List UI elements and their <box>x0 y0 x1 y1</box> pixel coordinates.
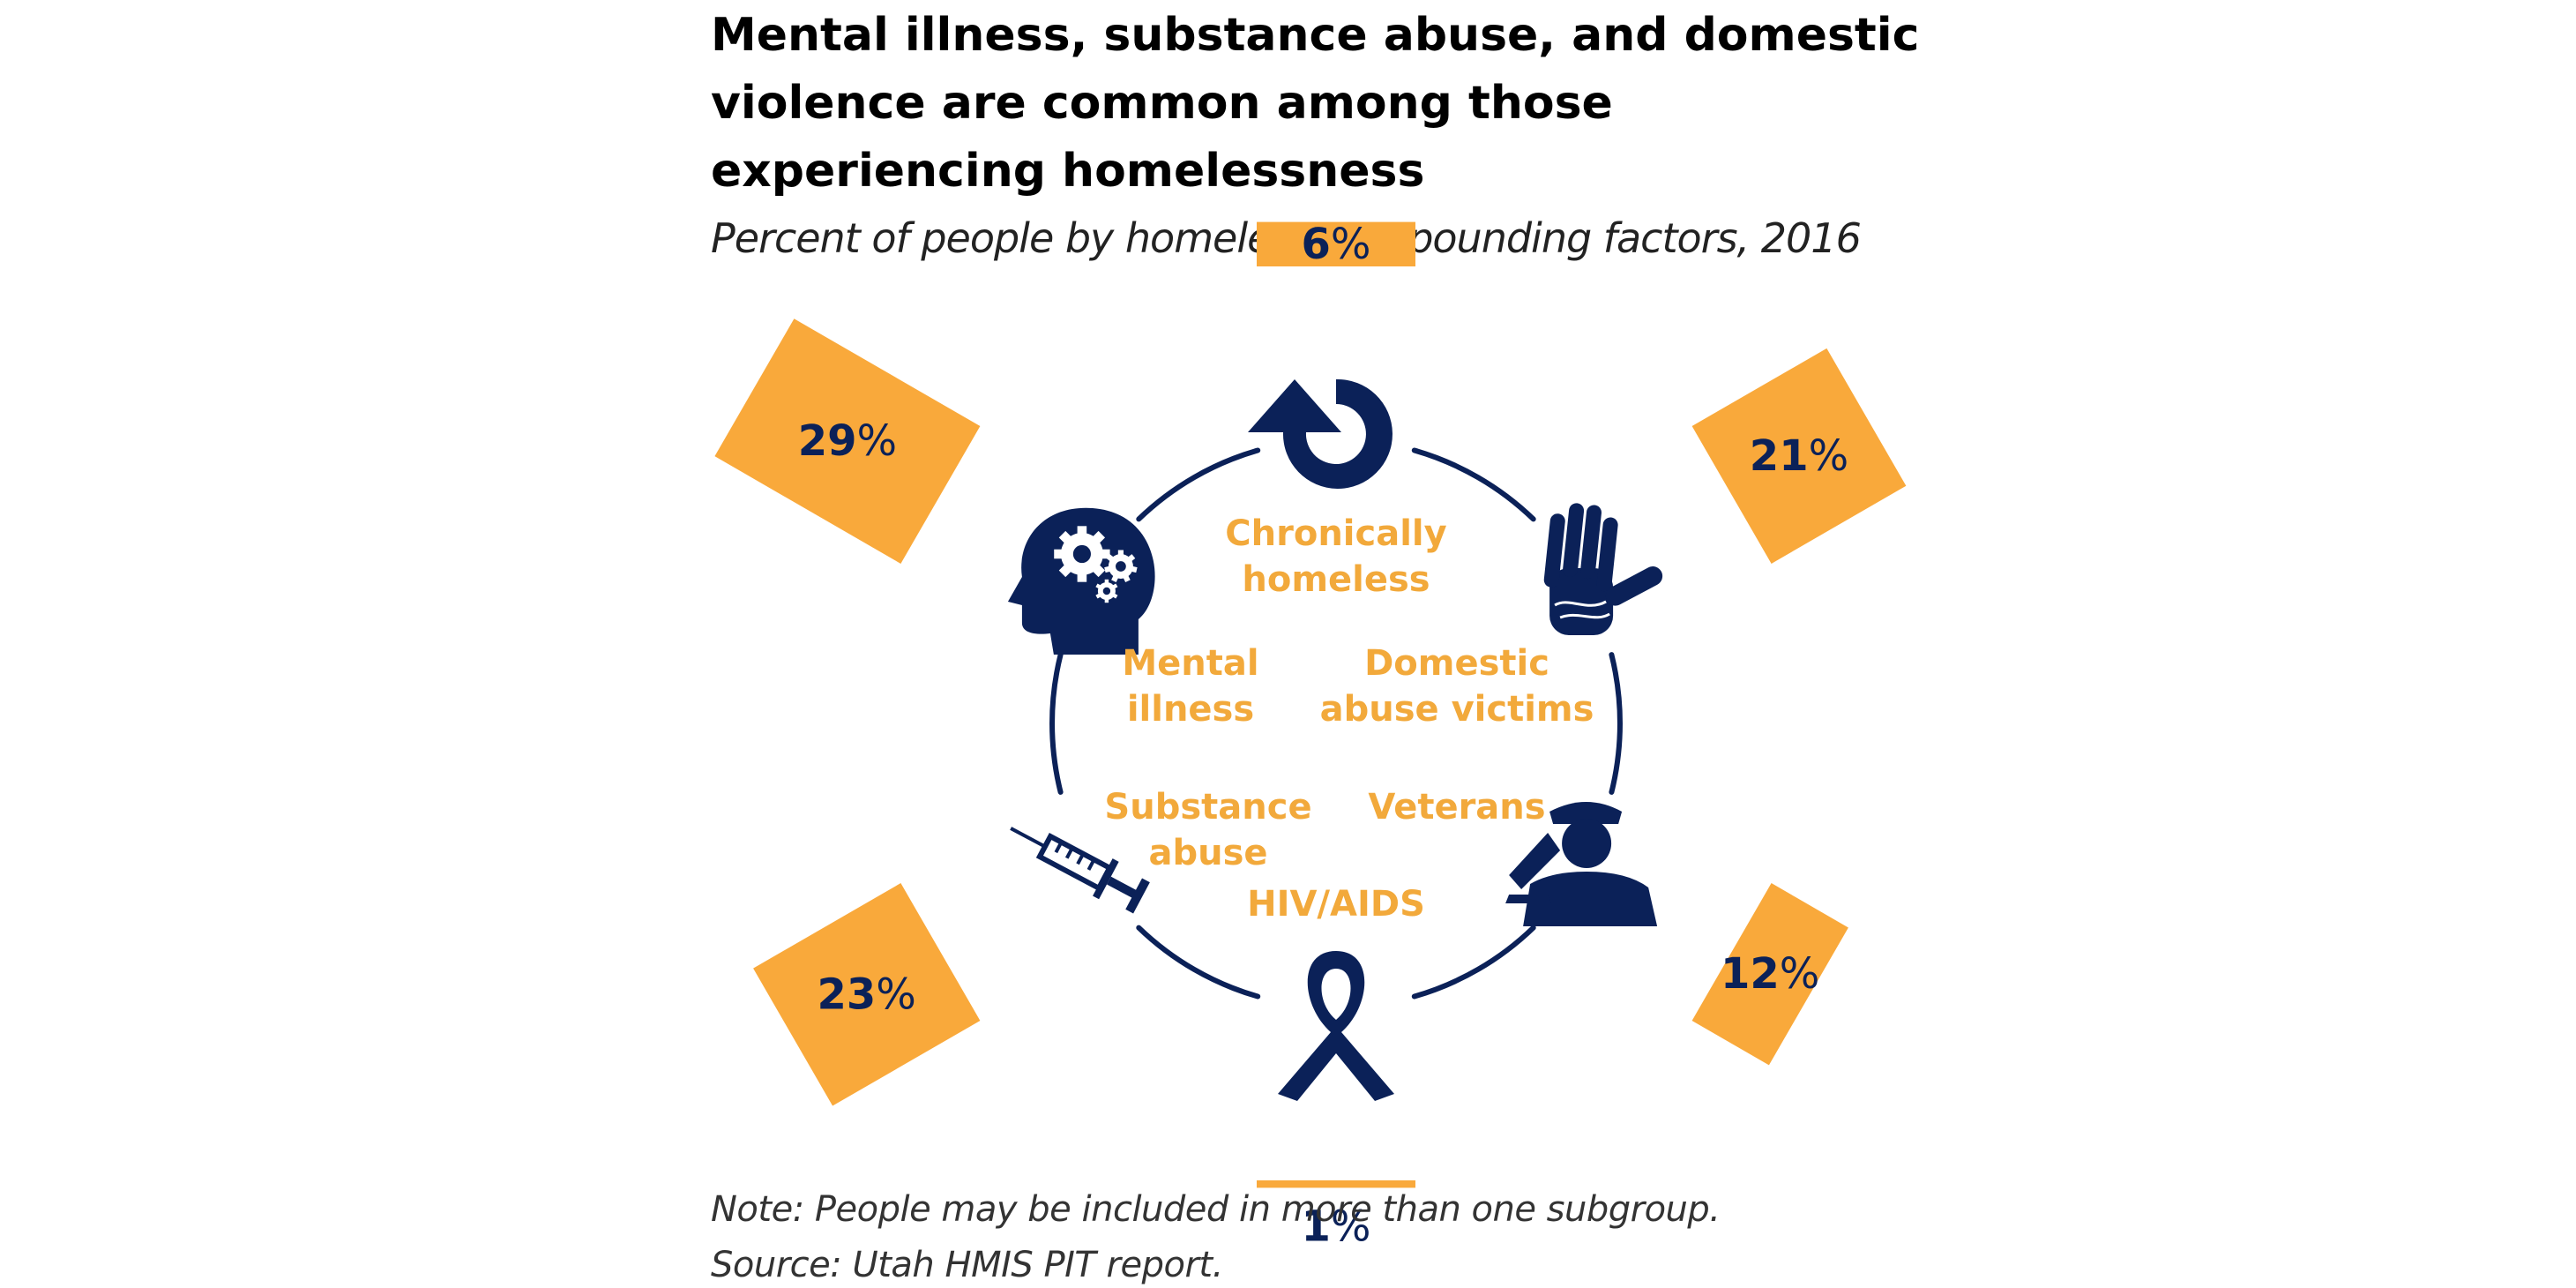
value-label: 12% <box>1721 949 1819 999</box>
ring-arc <box>1139 451 1258 520</box>
circular-arrow-icon <box>1248 379 1393 489</box>
category-label: Mental illness <box>1122 643 1258 730</box>
ring-arc <box>1139 928 1258 997</box>
category-label: Chronically homeless <box>1225 513 1446 600</box>
chart-source: Source: Utah HMIS PIT report. <box>711 1242 1223 1288</box>
ring-arc <box>1415 451 1534 520</box>
chart-note: Note: People may be included in more tha… <box>711 1187 1721 1232</box>
bars-layer: 6%21%12%1%23%29% <box>714 220 1906 1252</box>
value-label: 6% <box>1301 220 1370 269</box>
category-label: Domestic abuse victims <box>1320 643 1594 730</box>
ring-arc <box>1611 655 1620 792</box>
value-label: 29% <box>798 416 897 466</box>
hand-icon <box>1543 503 1666 635</box>
icons-layer <box>1001 379 1666 1101</box>
ring-arc <box>1052 655 1061 792</box>
value-label: 21% <box>1750 431 1848 481</box>
awareness-ribbon-icon <box>1278 951 1394 1101</box>
value-label: 23% <box>817 970 915 1019</box>
category-label: Substance abuse <box>1104 787 1311 873</box>
category-label: HIV/AIDS <box>1247 884 1425 925</box>
ring-arc <box>1415 928 1534 997</box>
category-label: Veterans <box>1368 787 1545 827</box>
head-gears-icon <box>1008 508 1155 655</box>
